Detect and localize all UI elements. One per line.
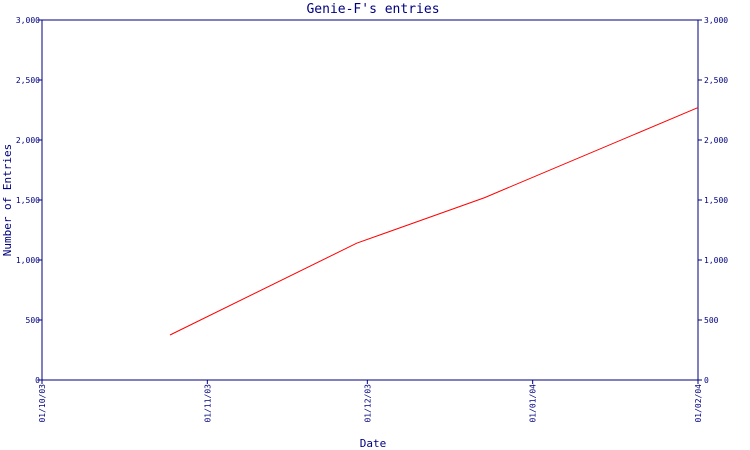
y-tick-label: 2,000 (16, 136, 40, 145)
y-tick-label-right: 1,000 (704, 256, 728, 265)
y-tick-label-right: 0 (704, 376, 709, 385)
x-tick-label: 01/10/03 (38, 384, 47, 423)
x-tick-label: 01/12/03 (363, 384, 372, 423)
y-tick-label-right: 2,000 (704, 136, 728, 145)
left-y-axis: 0 500 1,000 1,500 2,000 2,500 3,000 (16, 16, 42, 385)
y-tick-label: 500 (26, 316, 41, 325)
series-line (169, 107, 699, 336)
y-tick-label: 2,500 (16, 76, 40, 85)
x-tick-label: 01/11/03 (203, 384, 212, 423)
y-tick-label: 3,000 (16, 16, 40, 25)
chart-title: Genie-F's entries (306, 2, 439, 17)
y-tick-label-right: 500 (704, 316, 719, 325)
x-axis: 01/10/03 01/11/03 01/12/03 01/01/04 01/02/04 (38, 380, 703, 423)
y-tick-label-right: 3,000 (704, 16, 728, 25)
right-y-axis: 0 500 1,000 1,500 2,000 2,500 3,000 (698, 16, 728, 385)
series-layer (169, 107, 699, 336)
y-tick-label-right: 1,500 (704, 196, 728, 205)
y-tick-label-right: 2,500 (704, 76, 728, 85)
x-axis-label: Date (360, 437, 387, 450)
y-tick-label: 1,000 (16, 256, 40, 265)
x-tick-label: 01/02/04 (694, 384, 703, 423)
y-tick-label: 0 (35, 376, 40, 385)
y-tick-label: 1,500 (16, 196, 40, 205)
x-tick-label: 01/01/04 (529, 384, 538, 423)
y-axis-label: Number of Entries (1, 144, 14, 257)
plot-frame (41, 19, 699, 381)
